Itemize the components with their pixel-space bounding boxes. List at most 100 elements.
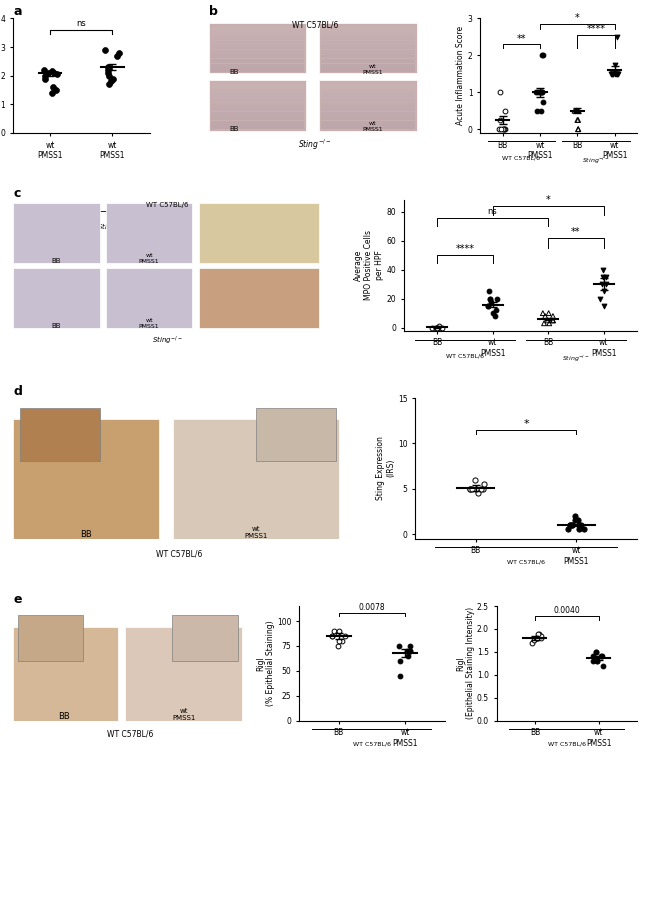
Point (572, 112, 582, 127)
Bar (321, 98, 415, 102)
Point (333, 634, 344, 648)
Point (526, 635, 537, 650)
Bar (321, 111, 415, 116)
Point (471, 482, 481, 496)
Point (567, 518, 577, 532)
Point (595, 291, 606, 306)
Bar (321, 27, 415, 31)
Point (599, 298, 609, 313)
Point (466, 482, 476, 496)
Bar (211, 54, 304, 59)
Point (591, 645, 601, 659)
Point (434, 319, 445, 333)
Point (588, 649, 598, 664)
Point (393, 638, 404, 653)
Point (571, 103, 582, 118)
Text: c: c (13, 188, 20, 201)
Point (104, 76, 114, 91)
Point (339, 629, 350, 644)
Point (402, 644, 412, 659)
Bar (211, 121, 304, 125)
Text: WT C57BL/6: WT C57BL/6 (353, 741, 391, 746)
Point (548, 309, 558, 323)
Point (608, 66, 618, 81)
Point (485, 291, 495, 306)
Bar (13, 268, 99, 328)
Point (395, 654, 405, 669)
Point (404, 644, 415, 659)
Bar (13, 626, 118, 720)
Point (327, 629, 337, 644)
Point (536, 103, 547, 118)
Text: $Sting^{-/-}$: $Sting^{-/-}$ (582, 156, 610, 166)
Point (598, 659, 608, 673)
Point (494, 122, 504, 136)
Y-axis label: Acute Inflammation Score: Acute Inflammation Score (456, 26, 465, 125)
Bar (211, 50, 304, 54)
Point (38, 63, 49, 77)
Point (486, 294, 497, 309)
Bar (106, 268, 192, 328)
Bar (211, 45, 304, 50)
Point (597, 277, 608, 292)
Point (100, 42, 110, 57)
Text: **: ** (571, 227, 580, 237)
Point (536, 631, 546, 646)
Text: WT C57BL/6: WT C57BL/6 (548, 741, 586, 746)
Bar (211, 111, 304, 116)
Text: ****: **** (455, 244, 474, 254)
Bar (13, 203, 99, 262)
Point (485, 291, 495, 306)
Point (476, 482, 486, 496)
Bar (211, 68, 304, 72)
Text: BB: BB (51, 258, 61, 264)
Bar (106, 203, 192, 262)
Point (52, 67, 62, 82)
Point (612, 66, 622, 81)
Point (112, 48, 122, 63)
Text: WT C57BL/6: WT C57BL/6 (156, 550, 203, 559)
Bar (198, 268, 319, 328)
Text: BB: BB (51, 323, 61, 329)
Text: $Sting^{-/-}$: $Sting^{-/-}$ (562, 354, 590, 364)
Bar (198, 203, 319, 262)
Point (482, 298, 493, 313)
Point (548, 313, 558, 328)
Point (599, 284, 609, 298)
Bar (321, 107, 415, 111)
Point (51, 83, 61, 98)
Point (601, 277, 612, 292)
Bar (125, 626, 242, 720)
Point (435, 321, 445, 335)
Point (332, 638, 343, 653)
Point (47, 86, 57, 100)
Bar (321, 36, 415, 41)
Point (403, 648, 413, 663)
Text: WT C57BL/6: WT C57BL/6 (146, 202, 189, 208)
Bar (18, 615, 83, 661)
Point (337, 634, 347, 648)
Point (606, 66, 617, 81)
Bar (211, 27, 304, 31)
Point (48, 80, 58, 95)
Point (104, 68, 114, 83)
Bar (321, 88, 415, 93)
Bar (20, 408, 99, 461)
Point (573, 522, 584, 537)
Text: WT C57BL/6: WT C57BL/6 (292, 20, 338, 29)
Bar (321, 59, 415, 63)
Text: a: a (13, 6, 21, 18)
Point (497, 122, 508, 136)
Point (437, 321, 447, 335)
Point (538, 48, 548, 63)
Point (495, 85, 505, 99)
Bar (209, 23, 306, 74)
Point (43, 65, 53, 80)
Point (405, 638, 415, 653)
Point (573, 122, 584, 136)
Point (574, 518, 584, 532)
Text: wt
PMSS1: wt PMSS1 (172, 707, 196, 720)
Text: 0.0040: 0.0040 (553, 606, 580, 615)
Point (499, 103, 510, 118)
Bar (211, 93, 304, 98)
